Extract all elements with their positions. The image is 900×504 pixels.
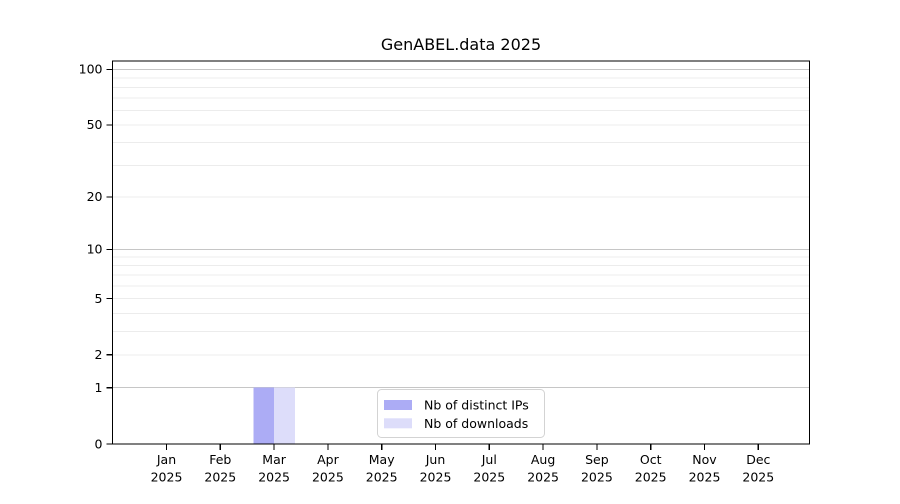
- x-tick-label-month: Sep: [585, 452, 609, 467]
- x-tick-label-year: 2025: [473, 470, 505, 485]
- x-tick-label-year: 2025: [258, 470, 290, 485]
- x-tick-label-year: 2025: [635, 470, 667, 485]
- x-tick-label-year: 2025: [581, 470, 613, 485]
- x-tick-label-month: May: [369, 452, 395, 467]
- x-tick-label-month: Dec: [746, 452, 770, 467]
- legend-box: [377, 389, 545, 438]
- x-tick-label-year: 2025: [151, 470, 183, 485]
- x-tick-label-year: 2025: [366, 470, 398, 485]
- x-tick-label-year: 2025: [689, 470, 721, 485]
- y-tick-label: 1: [95, 380, 103, 395]
- x-tick-label-month: Aug: [531, 452, 555, 467]
- x-tick-label-month: Mar: [262, 452, 286, 467]
- y-tick-label: 50: [87, 117, 103, 132]
- x-tick-label-month: Jan: [156, 452, 176, 467]
- y-tick-label: 0: [95, 436, 103, 451]
- chart-title: GenABEL.data 2025: [381, 35, 541, 54]
- x-tick-label-year: 2025: [420, 470, 452, 485]
- x-tick-label-month: Nov: [692, 452, 717, 467]
- y-tick-label: 20: [87, 189, 103, 204]
- legend: Nb of distinct IPs Nb of downloads: [377, 389, 545, 438]
- x-tick-label-month: Oct: [640, 452, 662, 467]
- plot-frame: [111, 60, 811, 445]
- x-tick-label-month: Jul: [481, 452, 497, 467]
- gridlines: [112, 68, 810, 389]
- x-tick-label-month: Jun: [425, 452, 446, 467]
- legend-entry-label: Nb of downloads: [424, 416, 528, 431]
- bar-nb-of-downloads: [274, 387, 295, 444]
- x-tick-label-year: 2025: [204, 470, 236, 485]
- y-tick-label: 2: [95, 347, 103, 362]
- x-tick-label-month: Feb: [209, 452, 231, 467]
- legend-swatch: [384, 400, 412, 410]
- x-tick-label-month: Apr: [317, 452, 339, 467]
- bars: [253, 387, 295, 444]
- x-tick-label-year: 2025: [527, 470, 559, 485]
- y-tick-label: 10: [87, 242, 103, 257]
- legend-entry-label: Nb of distinct IPs: [424, 398, 529, 413]
- x-tick-label-year: 2025: [312, 470, 344, 485]
- x-tick-label-year: 2025: [742, 470, 774, 485]
- y-tick-label: 5: [95, 291, 103, 306]
- bar-nb-of-distinct-ips: [253, 387, 275, 444]
- legend-swatch: [384, 418, 412, 429]
- axes: 0 1 2 5 10 20 50 100 Jan 2025 Feb 2025 Mar 2025 Apr 202…: [79, 60, 811, 485]
- y-tick-label: 100: [79, 62, 103, 77]
